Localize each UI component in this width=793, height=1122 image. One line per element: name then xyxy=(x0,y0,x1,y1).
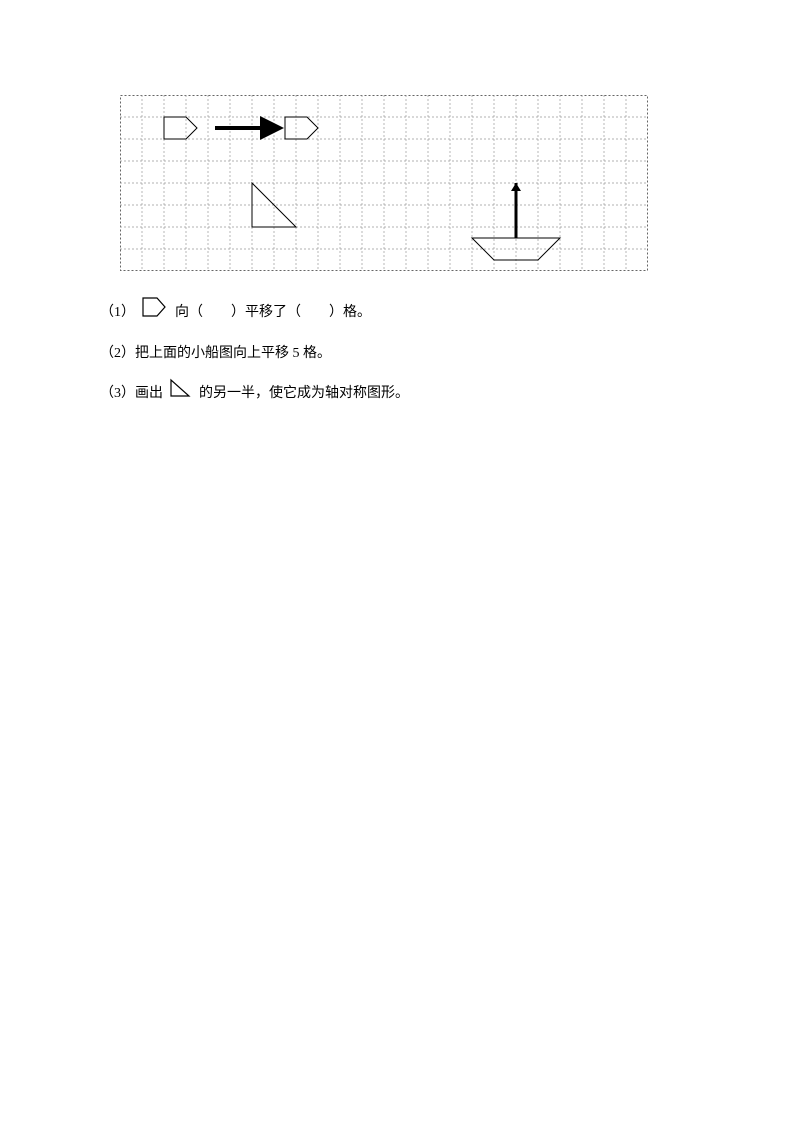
q1-mid2: ）平移了（ xyxy=(231,298,301,329)
question-2: （2）把上面的小船图向上平移 5 格。 xyxy=(100,339,733,370)
question-3: （3）画出 的另一半，使它成为轴对称图形。 xyxy=(100,378,733,411)
q2-text: （2）把上面的小船图向上平移 5 格。 xyxy=(100,339,331,370)
triangle-icon xyxy=(169,378,193,411)
grid-svg xyxy=(120,95,648,271)
q3-suffix: 的另一半，使它成为轴对称图形。 xyxy=(199,379,409,410)
question-1: （1） 向（ ）平移了（ ）格。 xyxy=(100,296,733,331)
grid-diagram xyxy=(120,95,733,276)
pentagon-icon xyxy=(141,296,169,331)
q1-mid1: 向（ xyxy=(175,298,203,329)
questions-block: （1） 向（ ）平移了（ ）格。 （2）把上面的小船图向上平移 5 格。 （3）… xyxy=(100,296,733,410)
q3-prefix: （3）画出 xyxy=(100,379,163,410)
q1-suffix: ）格。 xyxy=(329,298,371,329)
q1-prefix: （1） xyxy=(100,298,135,329)
